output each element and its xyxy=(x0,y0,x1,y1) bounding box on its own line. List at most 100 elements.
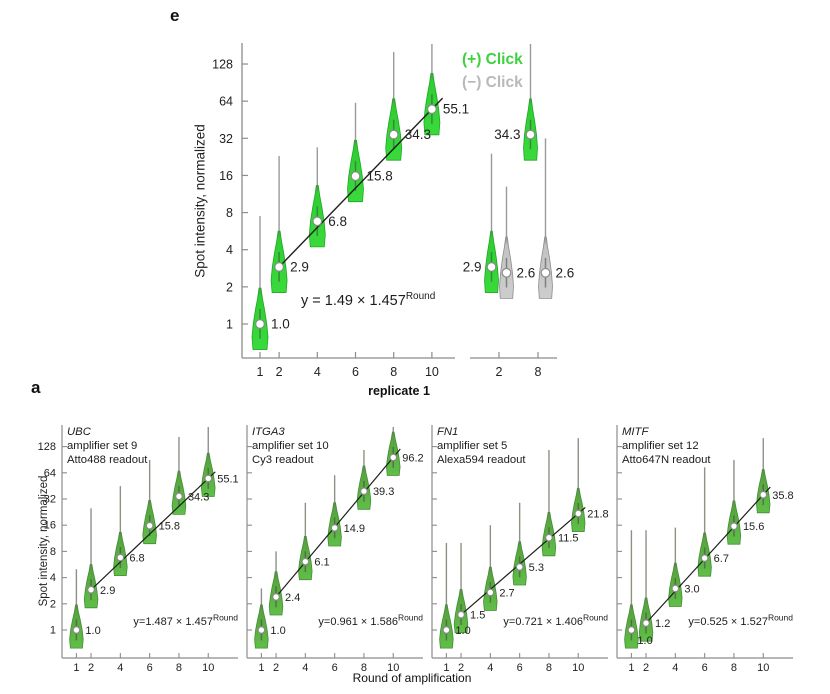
value-label: 55.1 xyxy=(443,102,469,117)
value-label: 35.8 xyxy=(772,490,793,502)
fit-line xyxy=(278,97,444,268)
equation-exponent: Round xyxy=(582,612,608,623)
y-tick-label: 128 xyxy=(212,58,233,72)
median-marker xyxy=(486,262,497,272)
panel-a-subplot-mitf: 1 2 4 6 8 10 1.01.2 3.0 6.7 15.6 35.8 xyxy=(616,425,794,674)
x-tick-label: 10 xyxy=(202,662,214,674)
readout: Cy3 readout xyxy=(252,453,314,466)
fit-equation-mitf: y=0.525 × 1.527Round xyxy=(655,613,793,628)
y-tick-label: 1 xyxy=(226,318,233,332)
y-tick-label: 128 xyxy=(38,441,56,453)
value-label: 21.8 xyxy=(587,509,608,521)
median-marker xyxy=(486,588,495,597)
panel-a-subplot-fn1: 1 2 4 6 8 10 1.01.5 2.7 5.3 11.5 21.8 xyxy=(431,425,609,674)
median-marker xyxy=(540,267,551,278)
median-marker xyxy=(545,533,553,542)
y-tick-label: 4 xyxy=(226,243,233,257)
readout: Alexa594 readout xyxy=(437,453,526,466)
x-tick-label: 4 xyxy=(302,662,308,674)
x-tick-label: 10 xyxy=(387,662,399,674)
median-marker xyxy=(671,584,680,593)
subplot-title-mitf: MITF amplifier set 12 Atto647N readout xyxy=(622,426,711,467)
value-label: 5.3 xyxy=(529,562,544,574)
x-tick-label: 2 xyxy=(643,662,649,674)
gene-name: FN1 xyxy=(437,426,459,438)
x-tick-label: 6 xyxy=(702,662,708,674)
median-marker xyxy=(515,563,524,571)
median-marker xyxy=(457,610,465,619)
value-label: 2.9 xyxy=(100,585,115,597)
x-tick-label: 6 xyxy=(352,365,359,379)
value-label: 55.1 xyxy=(217,473,238,485)
median-marker xyxy=(389,453,398,462)
fit-line xyxy=(645,486,771,624)
x-tick-label: 2 xyxy=(276,365,283,379)
value-label: 1.2 xyxy=(655,618,670,630)
legend-item-minus-click: (−) Click xyxy=(462,74,523,91)
median-marker xyxy=(700,554,709,563)
y-tick-label: 8 xyxy=(226,206,233,220)
x-tick-label: 1 xyxy=(628,662,634,674)
median-marker xyxy=(204,474,213,483)
median-marker xyxy=(759,490,768,499)
fit-equation-fn1: y=0.721 × 1.406Round xyxy=(470,613,608,628)
median-marker xyxy=(72,626,81,634)
subplot-title-fn1: FN1 amplifier set 5 Alexa594 readout xyxy=(437,426,526,467)
equation-base: y=0.961 × 1.586 xyxy=(318,616,398,628)
y-tick-label: 64 xyxy=(219,95,233,109)
value-label: 34.3 xyxy=(494,127,520,142)
median-marker xyxy=(87,585,95,594)
x-tick-label: 8 xyxy=(176,662,182,674)
x-tick-label: 10 xyxy=(757,662,769,674)
panel-a-y-axis-label: Spot intensity, normalized xyxy=(38,475,50,607)
fit-line xyxy=(460,506,586,616)
value-label: 6.8 xyxy=(129,553,144,565)
y-tick-label: 64 xyxy=(44,467,56,479)
fit-line xyxy=(90,471,216,591)
fit-equation-itga3: y=0.961 × 1.586Round xyxy=(285,613,423,628)
median-marker xyxy=(525,129,536,140)
median-marker xyxy=(427,104,437,115)
value-label: 3.0 xyxy=(684,583,699,595)
equation-exponent: Round xyxy=(767,612,793,623)
panel-a-subplot-itga3: 1 2 4 6 8 10 1.0 2.4 6.1 14.9 39.3 96.2 xyxy=(246,425,424,674)
legend-item-plus-click: (+) Click xyxy=(462,51,523,68)
median-marker xyxy=(272,593,280,601)
gene-name: UBC xyxy=(67,426,91,438)
panel-a-label: a xyxy=(31,378,41,397)
median-marker xyxy=(116,553,125,562)
equation-base: y=0.721 × 1.406 xyxy=(503,616,583,628)
value-label: 6.7 xyxy=(714,553,729,565)
median-marker xyxy=(145,521,154,530)
median-marker xyxy=(442,626,451,634)
gene-name: MITF xyxy=(622,426,649,438)
value-label: 1.0 xyxy=(271,317,290,332)
y-tick-label: 16 xyxy=(44,520,56,532)
panel-e-x-axis-label: replicate 1 xyxy=(368,384,430,398)
equation-base: y=0.525 × 1.527 xyxy=(688,616,768,628)
median-marker xyxy=(175,492,183,501)
value-label: 1.0 xyxy=(270,625,285,637)
x-tick-label: 8 xyxy=(390,365,397,379)
x-tick-label: 8 xyxy=(546,662,552,674)
value-label: 2.6 xyxy=(517,265,536,280)
x-tick-label: 10 xyxy=(425,365,439,379)
x-tick-label: 2 xyxy=(273,662,279,674)
median-marker xyxy=(301,557,310,566)
value-label: 1.0 xyxy=(85,625,100,637)
readout: Atto647N readout xyxy=(622,453,711,466)
x-tick-label: 4 xyxy=(117,662,123,674)
value-label: 6.8 xyxy=(328,214,347,229)
median-marker xyxy=(574,509,583,518)
x-tick-label: 8 xyxy=(731,662,737,674)
value-label: 2.9 xyxy=(463,259,482,274)
panel-e-label: e xyxy=(170,6,180,25)
equation-base: y=1.487 × 1.457 xyxy=(133,616,213,628)
equation-exponent: Round xyxy=(405,291,436,303)
y-tick-label: 32 xyxy=(219,132,233,146)
x-tick-label: 2 xyxy=(458,662,464,674)
amplifier-set: amplifier set 12 xyxy=(622,439,699,452)
